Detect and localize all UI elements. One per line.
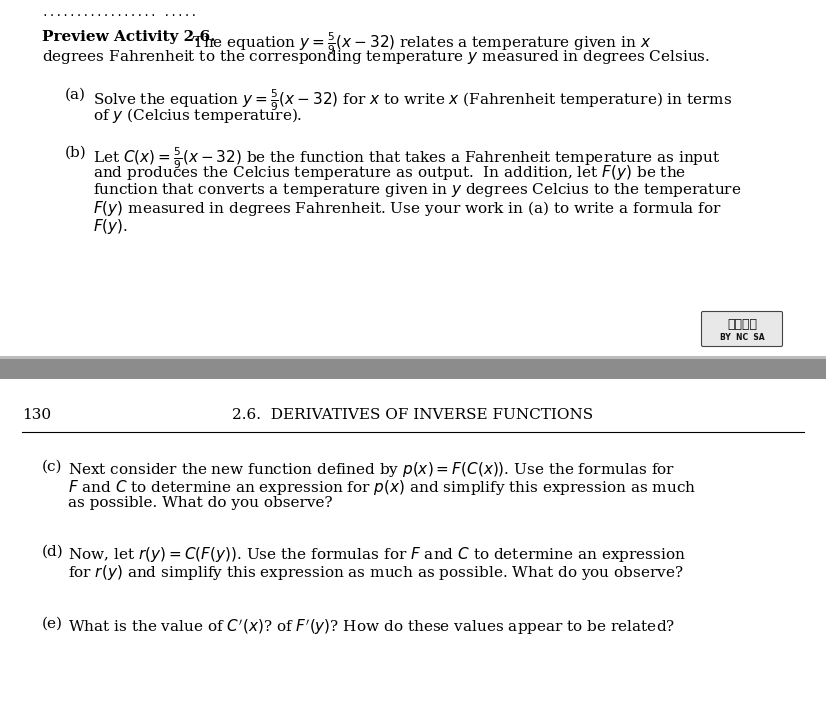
Text: (d): (d) (42, 545, 64, 559)
Text: of $y$ (Celcius temperature).: of $y$ (Celcius temperature). (93, 106, 302, 125)
Text: Next consider the new function defined by $p(x) = F(C(x))$. Use the formulas for: Next consider the new function defined b… (68, 460, 675, 479)
Text: ⒸⓂⓈⓀ: ⒸⓂⓈⓀ (727, 318, 757, 331)
Text: (a): (a) (65, 88, 86, 101)
Text: (c): (c) (42, 460, 63, 474)
Text: function that converts a temperature given in $y$ degrees Celcius to the tempera: function that converts a temperature giv… (93, 181, 742, 199)
Text: as possible. What do you observe?: as possible. What do you observe? (68, 496, 333, 510)
Text: (e): (e) (42, 617, 63, 631)
Text: Solve the equation $y = \frac{5}{9}(x - 32)$ for $x$ to write $x$ (Fahrenheit te: Solve the equation $y = \frac{5}{9}(x - … (93, 88, 733, 114)
FancyBboxPatch shape (701, 311, 782, 346)
Text: Preview Activity 2.6.: Preview Activity 2.6. (42, 30, 216, 44)
Text: Now, let $r(y) = C(F(y))$. Use the formulas for $F$ and $C$ to determine an expr: Now, let $r(y) = C(F(y))$. Use the formu… (68, 545, 686, 564)
Text: $F$ and $C$ to determine an expression for $p(x)$ and simplify this expression a: $F$ and $C$ to determine an expression f… (68, 478, 696, 497)
Text: BY  NC  SA: BY NC SA (719, 333, 764, 341)
Text: for $r(y)$ and simplify this expression as much as possible. What do you observe: for $r(y)$ and simplify this expression … (68, 563, 684, 582)
Text: $F(y)$.: $F(y)$. (93, 217, 128, 236)
Text: What is the value of $C'(x)$? of $F'(y)$? How do these values appear to be relat: What is the value of $C'(x)$? of $F'(y)$… (68, 617, 675, 637)
Text: 130: 130 (22, 408, 51, 422)
Text: 2.6.  DERIVATIVES OF INVERSE FUNCTIONS: 2.6. DERIVATIVES OF INVERSE FUNCTIONS (232, 408, 594, 422)
Text: The equation $y = \frac{5}{9}(x - 32)$ relates a temperature given in $x$: The equation $y = \frac{5}{9}(x - 32)$ r… (188, 30, 651, 56)
Bar (0, 356, 826, 359)
Text: ................. .....: ................. ..... (42, 8, 197, 18)
Text: $F(y)$ measured in degrees Fahrenheit. Use your work in (a) to write a formula f: $F(y)$ measured in degrees Fahrenheit. U… (93, 199, 722, 218)
Text: (b): (b) (65, 145, 87, 159)
Text: Let $C(x) = \frac{5}{9}(x - 32)$ be the function that takes a Fahrenheit tempera: Let $C(x) = \frac{5}{9}(x - 32)$ be the … (93, 145, 720, 171)
Text: degrees Fahrenheit to the corresponding temperature $y$ measured in degrees Cels: degrees Fahrenheit to the corresponding … (42, 48, 710, 66)
Text: and produces the Celcius temperature as output.  In addition, let $F(y)$ be the: and produces the Celcius temperature as … (93, 164, 686, 182)
Bar (0, 359, 826, 379)
